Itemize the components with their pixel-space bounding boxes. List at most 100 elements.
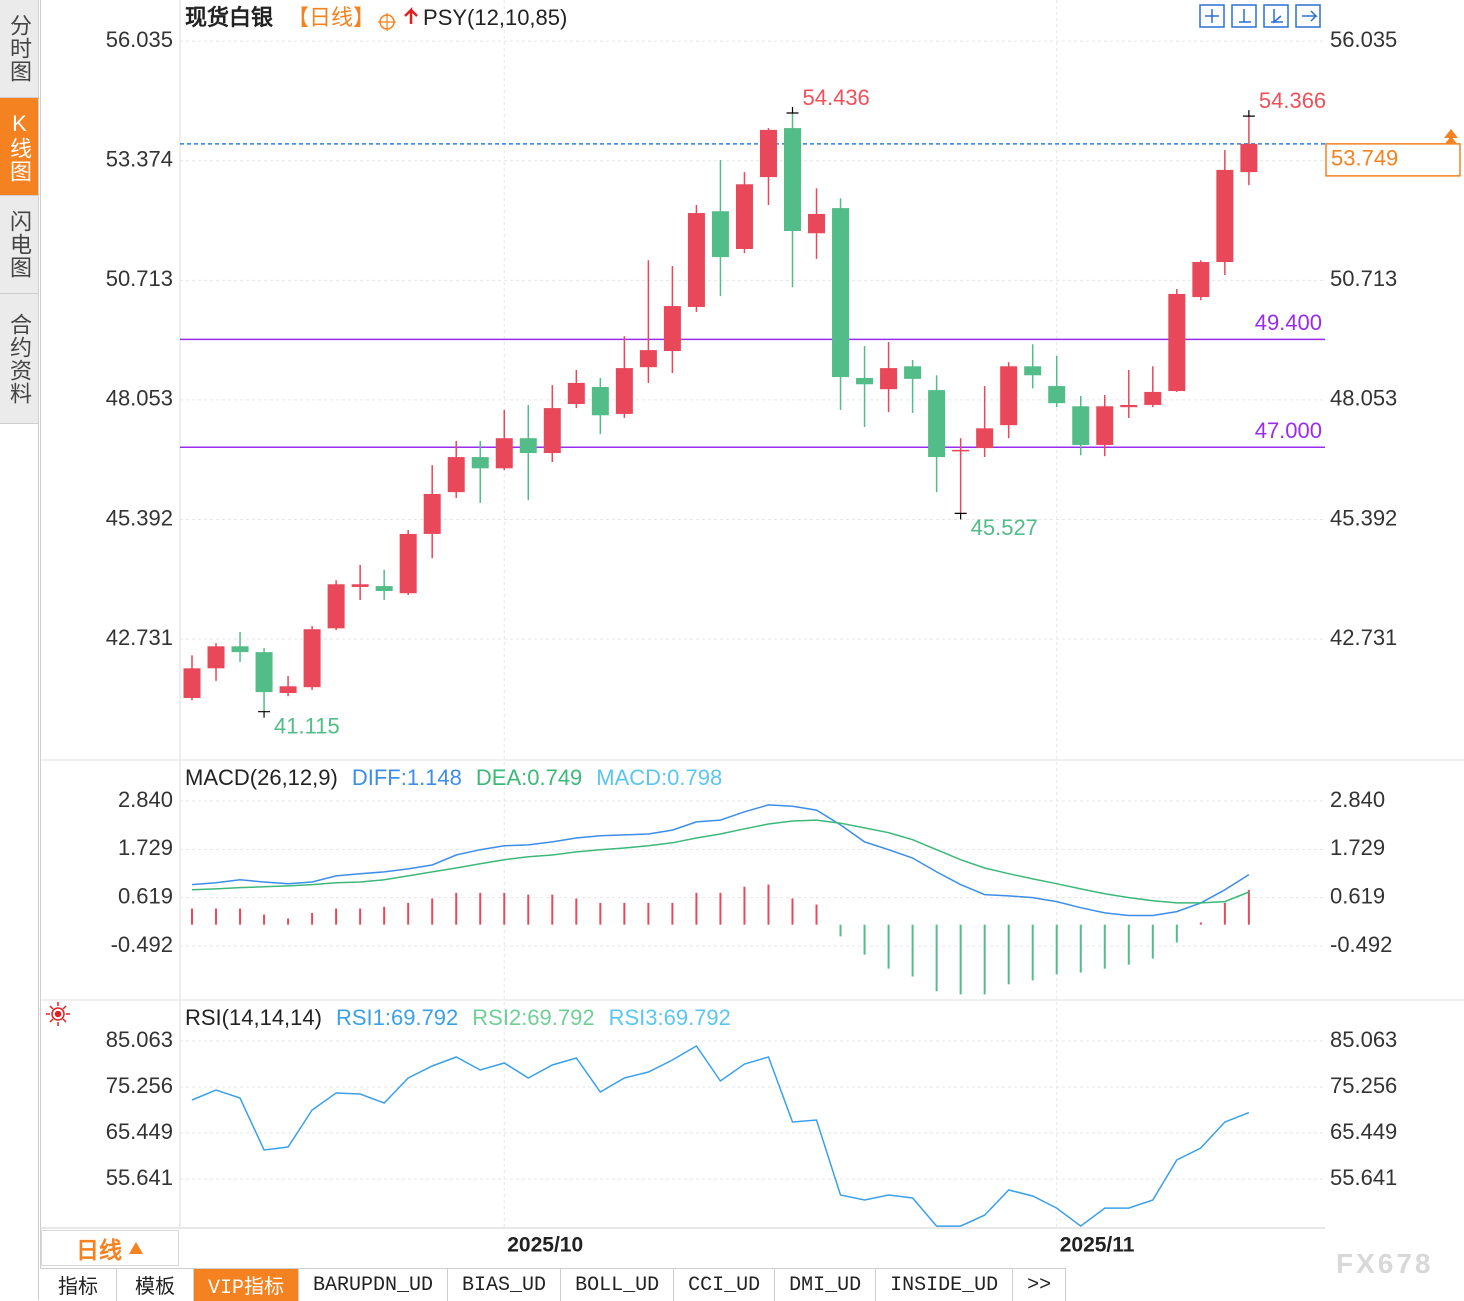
candle-body [784, 128, 801, 232]
extreme-marker [786, 106, 799, 114]
y-tick-label-right: 55.641 [1330, 1165, 1397, 1190]
sidebar-tab[interactable]: 合约资料 [0, 294, 38, 424]
candle-body [1072, 406, 1090, 445]
y-tick-label-right: 50.713 [1330, 266, 1397, 291]
candle-body [207, 646, 225, 669]
indicator-tab[interactable]: >> [1013, 1269, 1067, 1301]
y-tick-label-right: 45.392 [1330, 505, 1397, 530]
y-tick-label: 50.713 [106, 266, 173, 291]
price-alert-icon[interactable] [1444, 129, 1458, 145]
candle-body [231, 646, 249, 653]
candle-body [1216, 169, 1234, 263]
legend-entry: RSI1:69.792 [336, 1005, 458, 1030]
indicator-tab[interactable]: BIAS_UD [448, 1269, 562, 1301]
y-tick-label: -0.492 [111, 932, 173, 957]
y-tick-label-right: 42.731 [1330, 625, 1397, 650]
candle-body [447, 457, 465, 493]
y-tick-label: 0.619 [118, 883, 173, 908]
candle-body [639, 350, 657, 368]
candle-body [1192, 262, 1210, 298]
y-tick-label: 45.392 [106, 505, 173, 530]
candle-body [471, 457, 489, 469]
y-tick-label: 75.256 [106, 1073, 173, 1098]
sidebar: 分时图 K线图 闪电图 合约资料 [0, 0, 39, 1300]
last-price-box [1325, 143, 1461, 177]
extreme-marker [258, 711, 271, 718]
indicator-tabs: 指标 模板 VIP指标 BARUPDN_UD BIAS_UD BOLL_UD C… [40, 1268, 1067, 1301]
panel-title: MACD(26,12,9) [185, 765, 338, 790]
indicator-tab[interactable]: INSIDE_UD [876, 1269, 1014, 1301]
period-label: 【日线】 [287, 5, 375, 30]
extreme-marker [954, 512, 967, 520]
indicator-tab[interactable]: 模板 [117, 1269, 194, 1301]
tool-icon[interactable] [1263, 4, 1289, 28]
candle-body [1240, 143, 1258, 173]
candle-body [687, 213, 705, 307]
indicator-tab[interactable]: DMI_UD [775, 1269, 877, 1301]
y-tick-label-right: 0.619 [1330, 883, 1385, 908]
rsi-settings-icon[interactable] [46, 1002, 70, 1026]
y-tick-label-right: 75.256 [1330, 1073, 1397, 1098]
y-tick-label-right: 56.035 [1330, 27, 1397, 52]
indicator-tab[interactable]: BOLL_UD [561, 1269, 675, 1301]
indicator-line [191, 804, 1250, 917]
candle-body [255, 652, 273, 693]
high-label: 54.436 [803, 85, 870, 110]
tool-icon[interactable] [1295, 4, 1321, 28]
icon-rays [46, 1002, 70, 1026]
tool-icon[interactable] [1231, 4, 1257, 28]
y-tick-label-right: 85.063 [1330, 1027, 1397, 1052]
candle-body [495, 438, 513, 469]
candle-body [735, 184, 753, 249]
indicator-arrow [404, 6, 418, 24]
indicator-tab[interactable]: 指标 [40, 1269, 117, 1301]
candle-body [567, 382, 585, 405]
crosshair-icon-lines [378, 13, 397, 31]
indicator-tab[interactable]: VIP指标 [194, 1269, 300, 1301]
candle-body [1096, 406, 1114, 445]
legend-entry: DIFF:1.148 [352, 765, 462, 790]
legend-entry: MACD:0.798 [596, 765, 722, 790]
candle-body [808, 213, 826, 234]
period-button[interactable]: 日线 [41, 1230, 179, 1266]
toolbar-icons[interactable] [1199, 4, 1321, 28]
last-price-label: 53.749 [1331, 146, 1398, 171]
legend-entry: RSI3:69.792 [609, 1005, 731, 1030]
tool-icon[interactable] [1199, 4, 1225, 28]
candle-body [856, 377, 874, 385]
y-tick-label: 53.374 [106, 147, 173, 172]
indicator-label: PSY(12,10,85) [423, 5, 567, 30]
candle-body [615, 368, 633, 414]
indicator-line [191, 1045, 1250, 1228]
y-tick-label: 42.731 [106, 625, 173, 650]
sidebar-tab[interactable]: 闪电图 [0, 196, 38, 294]
sidebar-tab[interactable]: K线图 [0, 98, 38, 196]
indicator-tab[interactable]: BARUPDN_UD [299, 1269, 449, 1301]
y-tick-label: 1.729 [118, 835, 173, 860]
y-tick-label-right: 2.840 [1330, 787, 1385, 812]
candle-body [279, 686, 297, 694]
extreme-marker [1242, 110, 1255, 117]
sidebar-tab[interactable]: 分时图 [0, 0, 38, 98]
legend-entry: DEA:0.749 [476, 765, 582, 790]
candle-body [519, 438, 537, 454]
chart-title: 现货白银 [185, 5, 274, 30]
candle-body [591, 386, 609, 416]
panel-title: RSI(14,14,14) [185, 1005, 322, 1030]
candle-body [327, 584, 345, 629]
low-label: 45.527 [971, 515, 1038, 540]
candle-body [351, 584, 369, 587]
watermark: FX678 [1336, 1248, 1434, 1279]
icon-ring [51, 1007, 65, 1021]
y-tick-label-right: 48.053 [1330, 386, 1397, 411]
legend-entry: RSI2:69.792 [472, 1005, 594, 1030]
candle-body [183, 668, 201, 698]
y-tick-label: 56.035 [106, 27, 173, 52]
indicator-tab[interactable]: CCI_UD [674, 1269, 776, 1301]
high-label: 54.366 [1259, 88, 1326, 113]
candle-body [832, 208, 850, 378]
candle-body [976, 428, 994, 449]
candle-body [711, 211, 729, 258]
